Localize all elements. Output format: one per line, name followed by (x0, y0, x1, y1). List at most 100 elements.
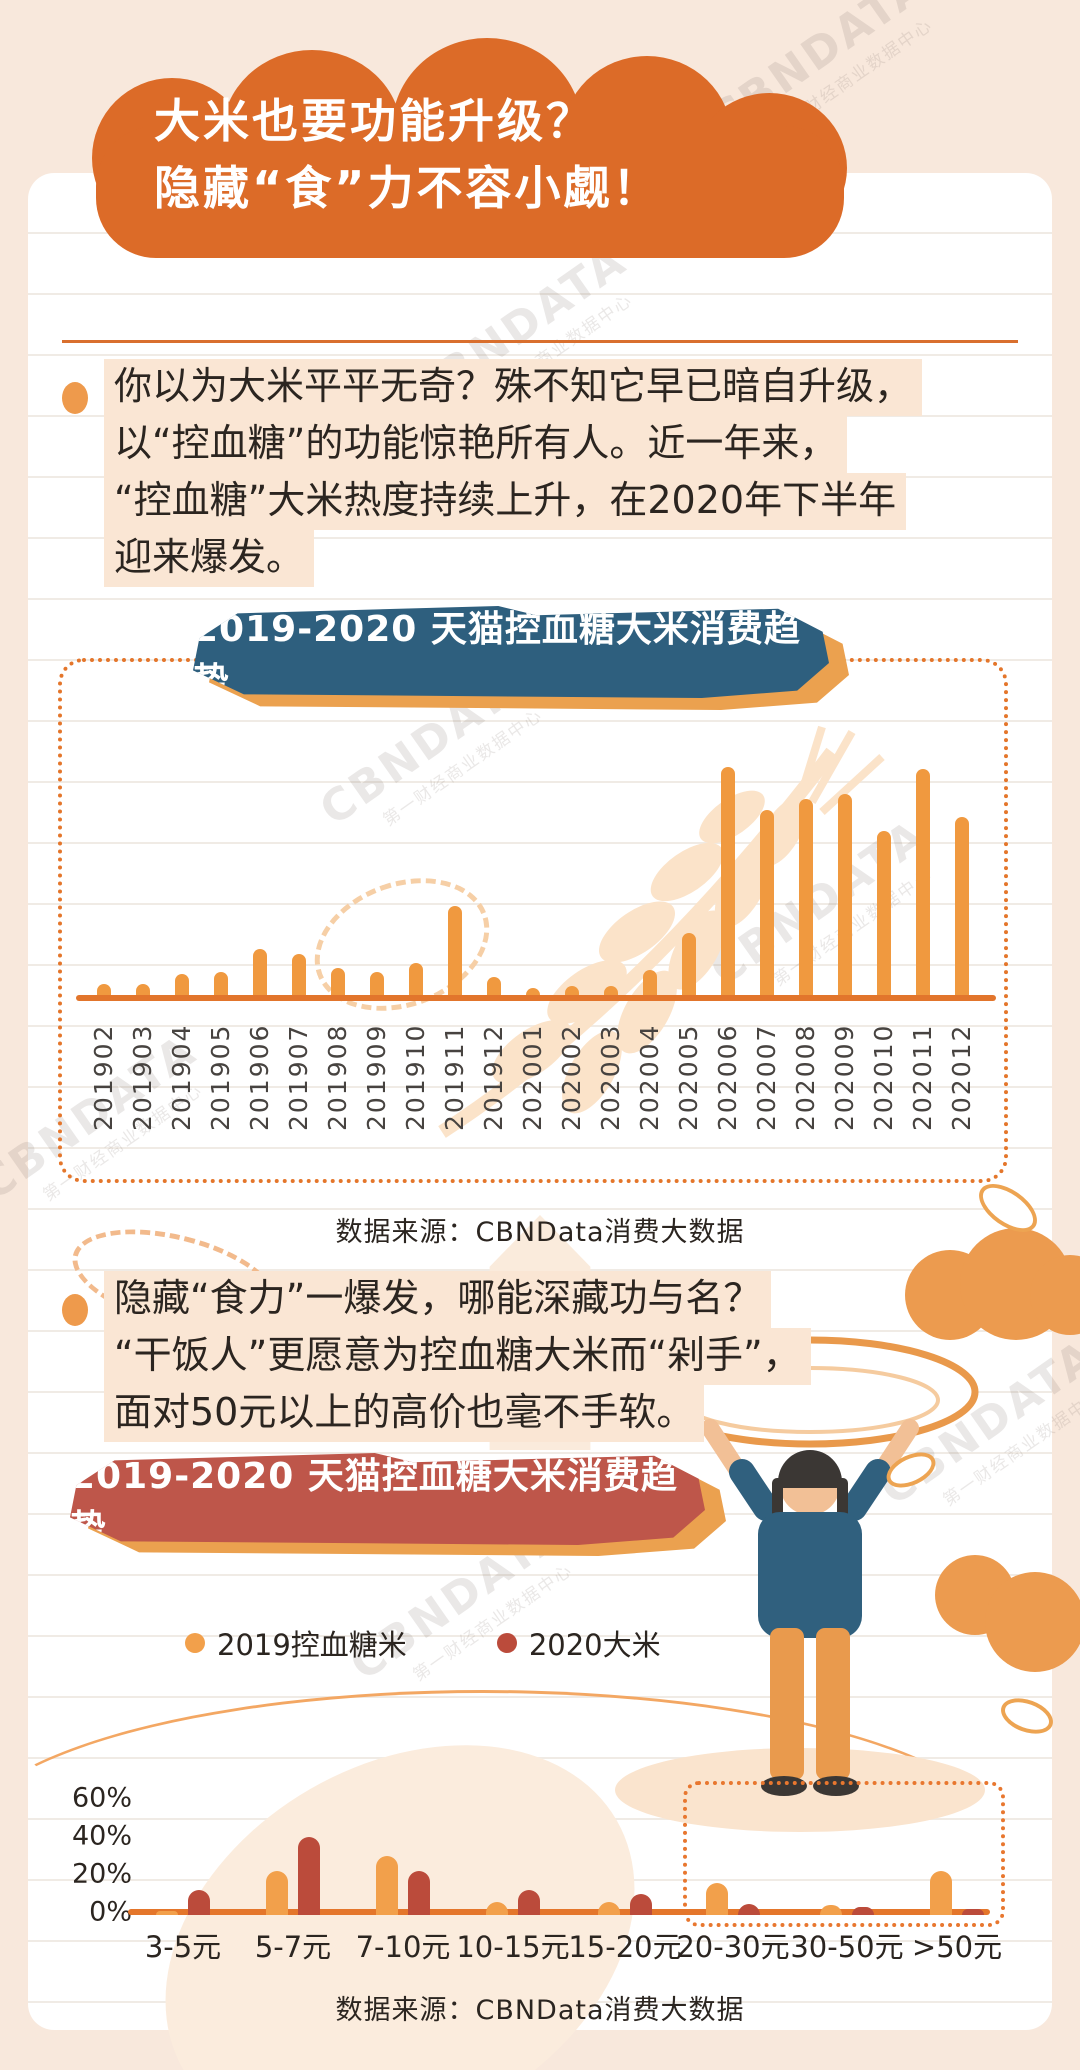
x-label-202008: 202008 (791, 1023, 820, 1131)
x-label-202012: 202012 (947, 1023, 976, 1131)
bar-201909 (369, 972, 384, 995)
bar-201908 (330, 968, 345, 995)
bar-202002 (564, 986, 579, 995)
x-label-202010: 202010 (869, 1023, 898, 1131)
y-tick-0%: 0% (89, 1896, 132, 1928)
legend-dot-2020 (496, 1633, 517, 1653)
bar-cell-202008 (786, 767, 825, 995)
chart2: 0% 20% 40% 60% 3-5元 5-7元 7-10元 10-15元 15-20元 20-… (60, 1780, 1020, 2005)
bar-2019控血糖米->50元 (930, 1871, 952, 1915)
bar-cell-202002 (552, 767, 591, 995)
bar-cell-201904 (162, 767, 201, 995)
bar-cell-202003 (591, 767, 630, 995)
category-label-10-15元: 10-15元 (456, 1930, 570, 1964)
x-label-cell-201912: 201912 (474, 1009, 513, 1131)
category-label->50元: >50元 (911, 1930, 1003, 1964)
category-label-5-7元: 5-7元 (254, 1930, 332, 1964)
bar-201904 (174, 974, 189, 995)
bar-201907 (291, 954, 306, 995)
bar-2020大米-10-15元 (518, 1890, 540, 1915)
legend-label-2019: 2019控血糖米 (217, 1628, 407, 1662)
chart2-title: 2019-2020 天猫控血糖大米消费趋势 (70, 1453, 705, 1545)
x-label-201906: 201906 (245, 1023, 274, 1131)
bar-cell-202009 (825, 767, 864, 995)
x-label-202003: 202003 (596, 1023, 625, 1131)
legend-item-2020: 2020大米 (496, 1622, 661, 1664)
x-label-202005: 202005 (674, 1023, 703, 1131)
bar-2020大米-30-50元 (852, 1907, 874, 1915)
bar-2020大米-20-30元 (738, 1904, 760, 1915)
category-label-7-10元: 7-10元 (355, 1930, 451, 1964)
bar-cell-202011 (903, 767, 942, 995)
bar-2019控血糖米-30-50元 (820, 1905, 842, 1915)
bar-group-10-15元 (480, 1890, 546, 1915)
chart1-frame: 201902 201903 201904 201905 201906 201907 2019… (58, 658, 1008, 1183)
x-label-cell-201902: 201902 (84, 1009, 123, 1131)
chart2-legend: 2019控血糖米 2020大米 (185, 1622, 661, 1664)
bar-202009 (837, 794, 852, 995)
bar-201910 (408, 963, 423, 995)
bar-201906 (252, 949, 267, 995)
bar-cell-201910 (396, 767, 435, 995)
bar-cell-202010 (864, 767, 903, 995)
x-label-201908: 201908 (323, 1023, 352, 1131)
x-label-cell-201906: 201906 (240, 1009, 279, 1131)
bar-202004 (642, 970, 657, 995)
intro-line: 迎来爆发。 (104, 530, 315, 587)
bar-202003 (603, 986, 618, 995)
x-label-cell-202001: 202001 (513, 1009, 552, 1131)
bar-202001 (525, 988, 540, 995)
x-label-cell-201910: 201910 (396, 1009, 435, 1131)
x-label-cell-202004: 202004 (630, 1009, 669, 1131)
bush-illustration (985, 1572, 1080, 1672)
bar-2020大米-5-7元 (298, 1837, 320, 1915)
x-label-cell-202012: 202012 (942, 1009, 981, 1131)
category-label-20-30元: 20-30元 (676, 1930, 790, 1964)
bar-2019控血糖米-5-7元 (266, 1871, 288, 1915)
y-tick-40%: 40% (71, 1820, 132, 1852)
bar-201902 (96, 984, 111, 995)
bar-group-3-5元 (150, 1890, 216, 1915)
chart1-x-axis (76, 995, 996, 1001)
intro-line: 你以为大米平平无奇？殊不知它早已暗自升级， (104, 359, 923, 416)
bar-201911 (447, 906, 462, 995)
page-title-line2: 隐藏“食”力不容小觑！ (154, 160, 662, 215)
bar-202011 (915, 769, 930, 995)
x-label-201907: 201907 (284, 1023, 313, 1131)
bar-202010 (876, 831, 891, 995)
chart1-title-banner: 2019-2020 天猫控血糖大米消费趋势 (193, 606, 849, 710)
category-label-15-20元: 15-20元 (568, 1930, 682, 1964)
x-label-201903: 201903 (128, 1023, 157, 1131)
chart2-highlight-box (683, 1781, 1005, 1927)
x-label-cell-201907: 201907 (279, 1009, 318, 1131)
category-label-3-5元: 3-5元 (144, 1930, 222, 1964)
bar-group-30-50元 (814, 1905, 880, 1915)
bar-2020大米-3-5元 (188, 1890, 210, 1915)
bar-group-20-30元 (700, 1883, 766, 1915)
section2-line: 隐藏“食力”一爆发，哪能深藏功与名？ (104, 1271, 772, 1328)
bar-cell-201909 (357, 767, 396, 995)
page-title: 大米也要功能升级？ 隐藏“食”力不容小觑！ (154, 88, 661, 221)
bar-group-7-10元 (370, 1856, 436, 1915)
chart1-x-labels: 201902 201903 201904 201905 201906 201907 2019… (84, 1009, 981, 1131)
x-label-cell-202009: 202009 (825, 1009, 864, 1131)
bar-2020大米->50元 (962, 1909, 984, 1915)
x-label-cell-202011: 202011 (903, 1009, 942, 1131)
chart2-x-axis (128, 1909, 990, 1915)
bar-202008 (798, 799, 813, 995)
bar-cell-202007 (747, 767, 786, 995)
x-label-cell-201909: 201909 (357, 1009, 396, 1131)
bar-202006 (720, 767, 735, 995)
bar-2019控血糖米-3-5元 (156, 1911, 178, 1915)
x-label-cell-202002: 202002 (552, 1009, 591, 1131)
legend-item-2019: 2019控血糖米 (185, 1622, 407, 1664)
x-label-cell-201911: 201911 (435, 1009, 474, 1131)
bullet-dot (62, 1294, 88, 1326)
section2-line: “干饭人”更愿意为控血糖大米而“剁手”， (104, 1328, 811, 1385)
chart1-source: 数据来源：CBNData消费大数据 (335, 1217, 745, 1248)
x-label-201902: 201902 (89, 1023, 118, 1131)
x-label-cell-202010: 202010 (864, 1009, 903, 1131)
x-label-cell-201904: 201904 (162, 1009, 201, 1131)
bar-group-5-7元 (260, 1837, 326, 1915)
chart1-bars (84, 767, 981, 995)
